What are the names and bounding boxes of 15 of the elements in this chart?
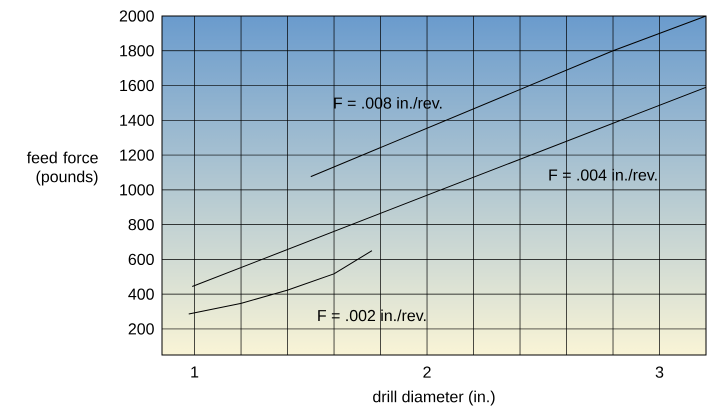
y-tick-label: 2000 [120, 10, 154, 22]
y-tick-label: 600 [128, 254, 154, 266]
y-tick-label: 1000 [120, 184, 154, 196]
y-tick-label: 800 [128, 218, 154, 230]
y-tick-label: 1800 [120, 45, 154, 56]
y-tick-label: 400 [128, 288, 154, 300]
y-tick-label: 1200 [120, 149, 154, 161]
x-tick-label: 1 [191, 366, 198, 378]
x-axis-title: drill diameter (in.) [373, 390, 495, 406]
x-tick-label: 3 [656, 366, 664, 378]
y-tick-label: 200 [128, 323, 154, 335]
x-tick-label: 2 [423, 366, 431, 378]
y-tick-label: 1600 [120, 80, 154, 92]
y-axis-title: feed force (pounds) [26, 152, 98, 186]
y-tick-label: 1400 [120, 114, 154, 126]
